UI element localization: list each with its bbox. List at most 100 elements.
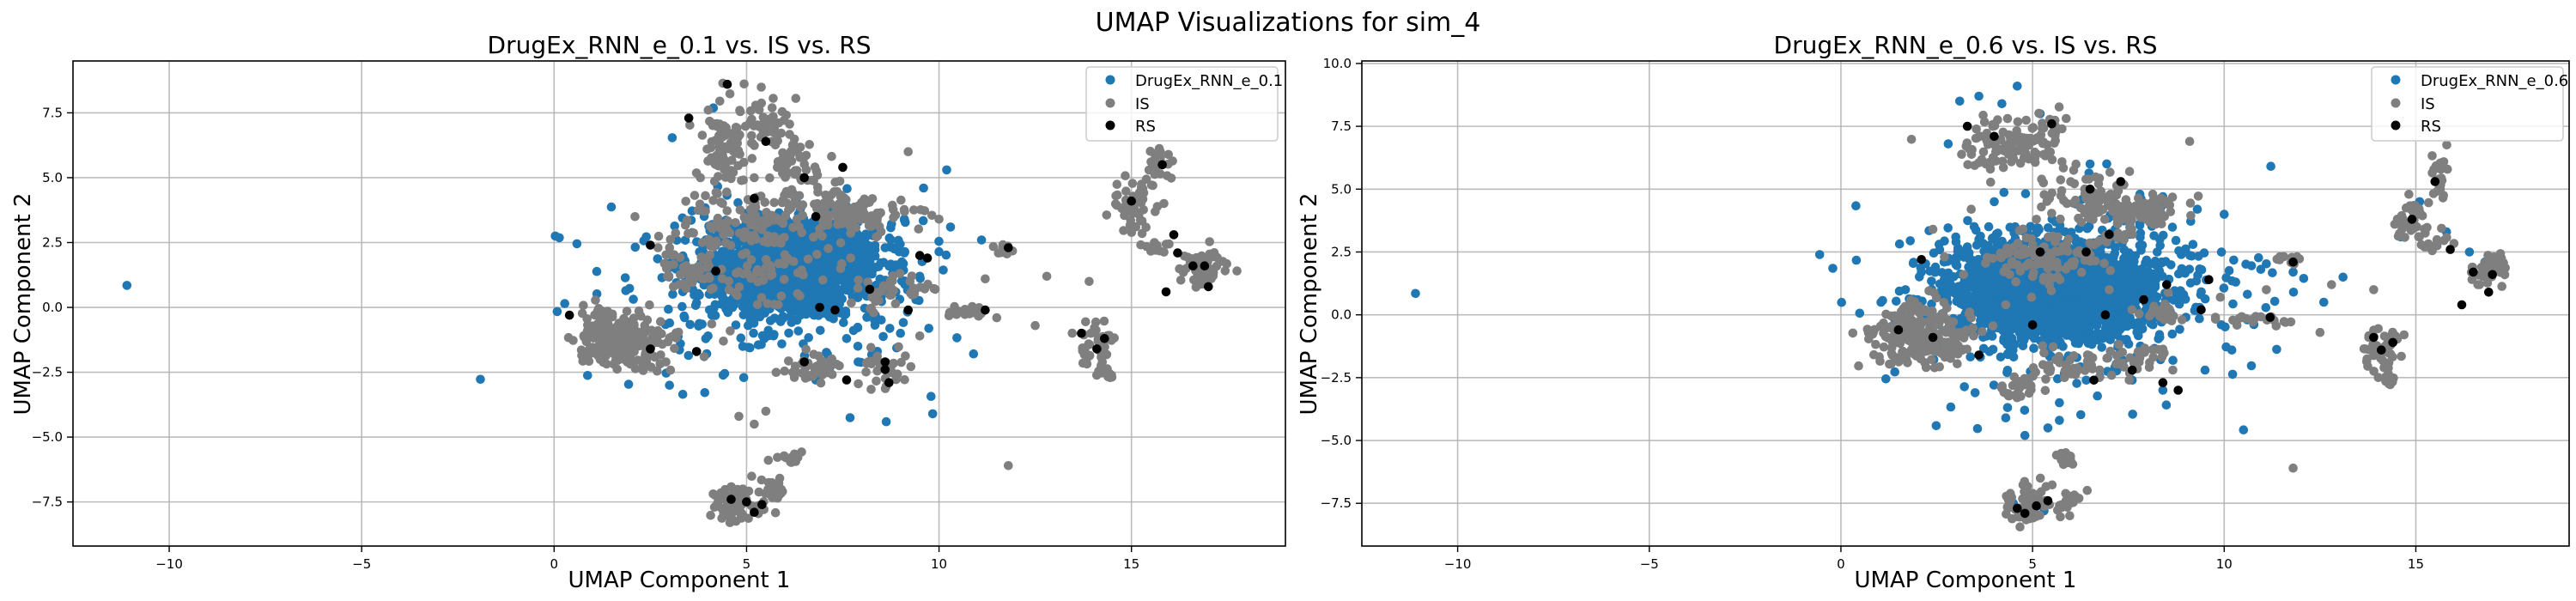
- data-point: [914, 295, 924, 306]
- subplot-1-legend-label-rs: RS: [1135, 118, 1156, 136]
- data-point: [872, 376, 881, 386]
- data-point: [718, 246, 727, 257]
- data-point: [671, 228, 681, 238]
- data-point: [878, 331, 888, 342]
- y-tick-label: 5.0: [42, 170, 63, 185]
- data-point: [762, 208, 771, 217]
- data-point: [675, 252, 685, 263]
- data-point: [1128, 209, 1138, 218]
- data-point: [981, 305, 990, 315]
- data-point: [2136, 228, 2146, 238]
- y-tick-label: 7.5: [42, 105, 63, 120]
- data-point: [857, 206, 867, 216]
- data-point: [1984, 222, 1994, 232]
- data-point: [747, 131, 756, 141]
- y-tick-label: −2.5: [1321, 370, 1352, 385]
- data-point: [720, 131, 731, 140]
- data-point: [1908, 258, 1918, 269]
- data-point: [803, 298, 813, 307]
- data-point: [776, 489, 786, 498]
- data-point: [623, 379, 634, 389]
- data-point: [907, 271, 917, 281]
- data-point: [732, 268, 741, 278]
- data-point: [1157, 160, 1167, 170]
- data-point: [748, 139, 757, 149]
- data-point: [722, 206, 732, 216]
- data-point: [770, 507, 781, 518]
- data-point: [696, 252, 706, 262]
- data-point: [1951, 232, 1960, 242]
- data-point: [807, 175, 817, 185]
- data-point: [691, 347, 702, 356]
- data-point: [2020, 405, 2030, 416]
- data-point: [784, 356, 793, 366]
- data-point: [707, 118, 717, 128]
- data-point: [638, 333, 648, 343]
- subplot-1-grid: [73, 61, 1285, 546]
- data-point: [606, 202, 617, 212]
- data-point: [753, 340, 763, 350]
- data-point: [732, 290, 742, 300]
- data-point: [857, 234, 866, 245]
- data-point: [726, 507, 736, 517]
- data-point: [1197, 279, 1206, 289]
- data-point: [992, 313, 1002, 323]
- data-point: [906, 361, 916, 372]
- data-point: [2018, 341, 2028, 351]
- data-point: [763, 484, 773, 495]
- data-point: [728, 167, 738, 177]
- data-point: [737, 176, 746, 185]
- data-point: [769, 128, 779, 137]
- data-point: [939, 265, 948, 275]
- data-point: [680, 313, 690, 323]
- data-point: [583, 371, 592, 380]
- data-point: [784, 328, 793, 338]
- data-point: [665, 380, 674, 391]
- data-point: [884, 261, 894, 271]
- data-point: [1139, 205, 1148, 215]
- data-point: [781, 161, 790, 171]
- x-tick-label: −5: [1640, 556, 1659, 572]
- data-point: [1137, 228, 1147, 239]
- data-point: [988, 241, 999, 252]
- data-point: [577, 308, 587, 319]
- data-point: [773, 136, 782, 146]
- data-point: [934, 246, 944, 257]
- data-point: [711, 266, 720, 276]
- data-point: [934, 236, 944, 246]
- data-point: [1194, 270, 1203, 280]
- data-point: [1084, 276, 1094, 287]
- x-tick-label: −10: [155, 556, 183, 572]
- data-point: [885, 276, 896, 286]
- data-point: [630, 364, 641, 373]
- data-point: [2167, 329, 2178, 339]
- data-point: [653, 243, 663, 252]
- data-point: [648, 351, 658, 361]
- data-point: [1127, 196, 1136, 206]
- data-point: [1100, 334, 1109, 343]
- data-point: [773, 162, 782, 173]
- data-point: [722, 187, 732, 197]
- data-point: [1204, 282, 1213, 292]
- data-point: [778, 168, 787, 178]
- data-point: [953, 307, 963, 316]
- data-point: [720, 368, 730, 379]
- data-point: [872, 208, 882, 218]
- data-point: [1964, 248, 1974, 258]
- data-point: [849, 235, 860, 245]
- data-point: [854, 379, 863, 389]
- data-point: [896, 328, 905, 338]
- data-point: [1175, 264, 1184, 274]
- data-point: [1159, 198, 1169, 209]
- data-point: [1119, 226, 1128, 235]
- data-point: [899, 215, 909, 224]
- data-point: [756, 475, 767, 485]
- data-point: [767, 270, 777, 280]
- data-point: [1156, 169, 1165, 179]
- data-point: [2077, 334, 2087, 344]
- data-point: [1121, 186, 1131, 196]
- data-point: [1150, 240, 1160, 251]
- data-point: [746, 236, 756, 246]
- data-point: [767, 103, 777, 112]
- subplot-1-ylabel: UMAP Component 2: [10, 193, 36, 416]
